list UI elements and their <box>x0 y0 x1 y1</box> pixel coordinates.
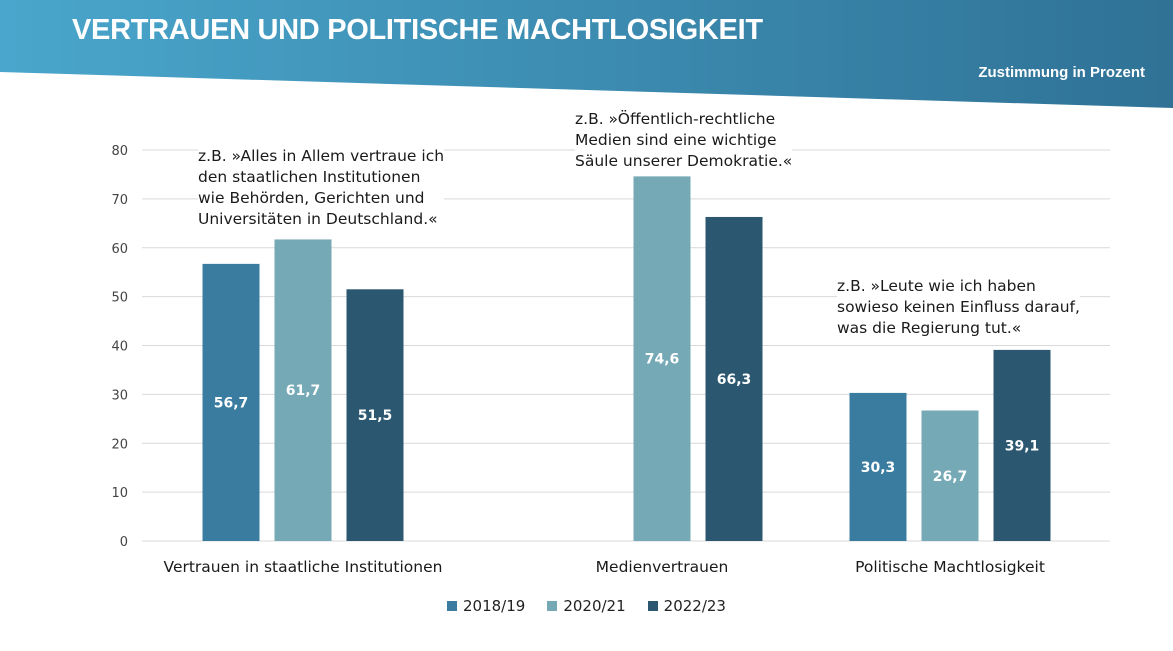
annotation-line: z.B. »Öffentlich-rechtliche <box>575 110 776 128</box>
bar <box>993 349 1051 541</box>
bar <box>346 289 404 541</box>
legend-item: 2022/23 <box>647 597 726 615</box>
annotation-line: den staatlichen Institutionen <box>198 168 421 186</box>
y-tick-label: 40 <box>111 340 128 355</box>
annotation-institutions: z.B. »Alles in Allem vertraue ich den st… <box>198 146 445 230</box>
bar-value-label: 74,6 <box>645 352 680 368</box>
legend-item: 2020/21 <box>547 597 626 615</box>
annotation-line: was die Regierung tut.« <box>837 319 1022 337</box>
legend-label: 2020/21 <box>563 597 626 615</box>
bar-value-label: 51,5 <box>358 408 393 424</box>
y-tick-label: 20 <box>111 437 128 452</box>
legend-swatch <box>547 601 558 611</box>
y-tick-label: 10 <box>111 486 128 501</box>
bar-value-label: 30,3 <box>861 460 896 476</box>
bar-value-label: 56,7 <box>214 395 249 411</box>
annotation-powerlessness: z.B. »Leute wie ich haben sowieso keinen… <box>837 276 1080 339</box>
header-banner <box>0 0 1173 108</box>
legend-label: 2018/19 <box>463 597 526 615</box>
page-title: VERTRAUEN UND POLITISCHE MACHTLOSIGKEIT <box>72 14 763 46</box>
annotation-media: z.B. »Öffentlich-rechtliche Medien sind … <box>575 109 793 172</box>
bar <box>633 176 691 541</box>
annotation-line: z.B. »Alles in Allem vertraue ich <box>198 147 445 165</box>
annotation-line: sowieso keinen Einfluss darauf, <box>837 298 1080 316</box>
banner-shape <box>0 0 1173 108</box>
bar <box>921 410 979 541</box>
y-tick-label: 70 <box>111 193 128 208</box>
legend-item: 2018/19 <box>447 597 525 615</box>
chart-legend: 2018/19 2020/21 2022/23 <box>0 597 1173 615</box>
legend-swatch <box>447 601 457 611</box>
bar <box>849 392 907 541</box>
bar-value-label: 39,1 <box>1005 438 1040 454</box>
annotation-line: z.B. »Leute wie ich haben <box>837 277 1036 295</box>
annotation-line: Medien sind eine wichtige <box>575 131 777 149</box>
legend-label: 2022/23 <box>663 597 726 615</box>
legend-swatch <box>647 601 658 611</box>
x-category-label: Politische Machtlosigkeit <box>855 558 1045 576</box>
y-tick-label: 80 <box>111 144 128 159</box>
x-category-label: Medienvertrauen <box>596 558 729 576</box>
annotation-line: wie Behörden, Gerichten und <box>198 189 425 207</box>
bar <box>274 239 332 541</box>
bar-value-label: 66,3 <box>717 372 752 388</box>
annotation-line: Säule unserer Demokratie.« <box>575 152 793 170</box>
bar-value-label: 26,7 <box>933 469 968 485</box>
y-tick-label: 30 <box>111 388 128 403</box>
bar <box>202 263 260 541</box>
bar <box>705 216 763 542</box>
bar-value-label: 61,7 <box>286 383 321 399</box>
chart-unit-label: Zustimmung in Prozent <box>978 64 1145 81</box>
y-tick-label: 50 <box>111 291 128 306</box>
x-category-label: Vertrauen in staatliche Institutionen <box>164 558 443 576</box>
y-tick-label: 60 <box>111 242 128 257</box>
annotation-line: Universitäten in Deutschland.« <box>198 210 438 228</box>
y-tick-label: 0 <box>120 535 128 550</box>
